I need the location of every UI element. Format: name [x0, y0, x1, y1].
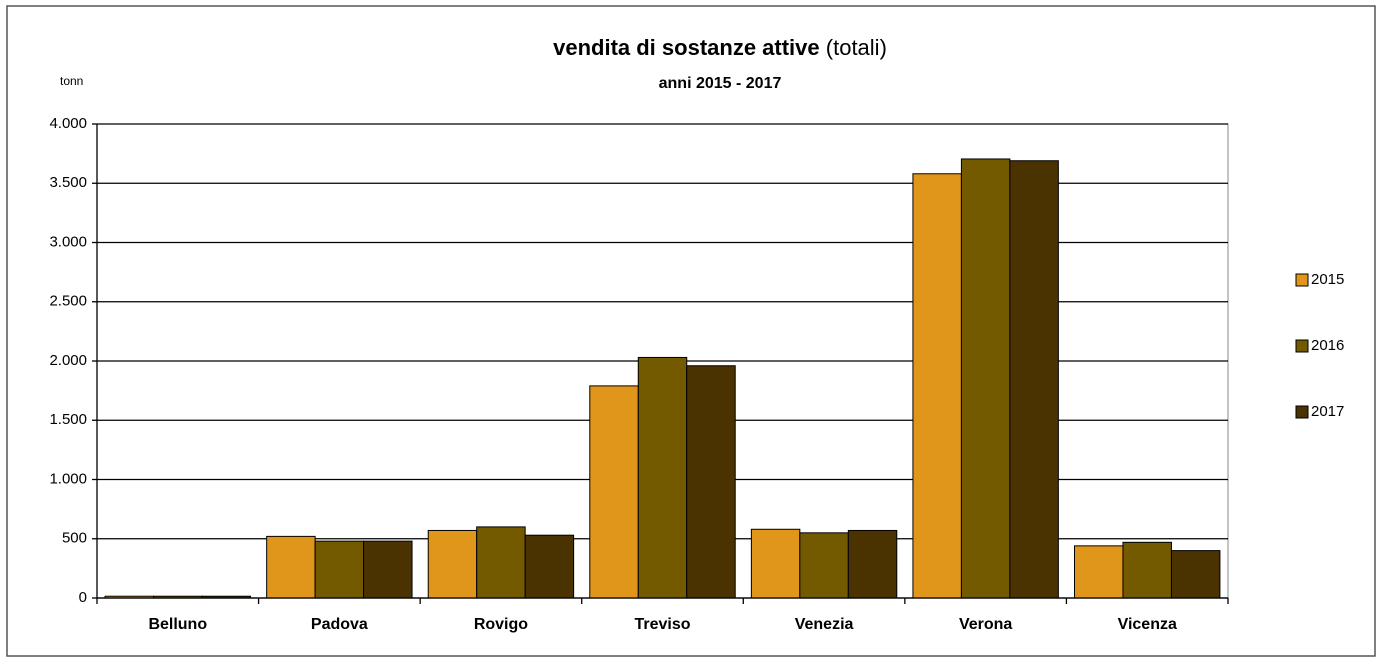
bar — [589, 385, 639, 599]
bar — [1074, 545, 1124, 599]
bar — [476, 526, 526, 599]
bar — [912, 173, 962, 599]
bar — [427, 529, 478, 599]
y-tick-label: 1.000 — [49, 470, 87, 487]
bar — [266, 535, 316, 599]
bar — [960, 158, 1011, 599]
bar — [1170, 550, 1221, 599]
y-tick-label: 3.000 — [49, 233, 87, 250]
legend-swatch — [1295, 339, 1309, 353]
bar — [686, 365, 736, 599]
bar — [314, 540, 365, 599]
bar — [847, 529, 898, 599]
y-tick-label: 0 — [79, 589, 87, 606]
y-tick-label: 1.500 — [49, 411, 87, 428]
bar — [1009, 160, 1059, 599]
legend-label: 2015 — [1311, 271, 1344, 288]
legend-label: 2016 — [1311, 337, 1344, 354]
x-tick-label: Vicenza — [1118, 616, 1177, 633]
y-tick-label: 500 — [62, 530, 87, 547]
title-note: (totali) — [826, 35, 887, 60]
title-main: vendita di sostanze attive — [553, 35, 820, 60]
bar — [750, 528, 801, 599]
bar — [363, 540, 413, 599]
x-tick-label: Rovigo — [474, 616, 528, 633]
bar — [524, 534, 575, 599]
x-tick-label: Treviso — [634, 616, 690, 633]
chart-subtitle: anni 2015 - 2017 — [659, 75, 782, 92]
x-tick-label: Belluno — [148, 616, 207, 633]
bar — [1122, 541, 1172, 599]
legend-label: 2017 — [1311, 403, 1344, 420]
y-tick-label: 2.000 — [49, 352, 87, 369]
legend-swatch — [1295, 273, 1309, 287]
y-tick-label: 4.000 — [49, 115, 87, 132]
bar — [637, 356, 688, 599]
x-tick-label: Padova — [311, 616, 368, 633]
y-tick-label: 3.500 — [49, 174, 87, 191]
bar — [799, 532, 849, 599]
y-axis-label: tonn — [60, 74, 83, 88]
y-tick-label: 2.500 — [49, 293, 87, 310]
legend-swatch — [1295, 405, 1309, 419]
x-tick-label: Venezia — [795, 616, 854, 633]
chart-title: vendita di sostanze attive (totali) — [553, 35, 887, 60]
x-tick-label: Verona — [959, 616, 1012, 633]
